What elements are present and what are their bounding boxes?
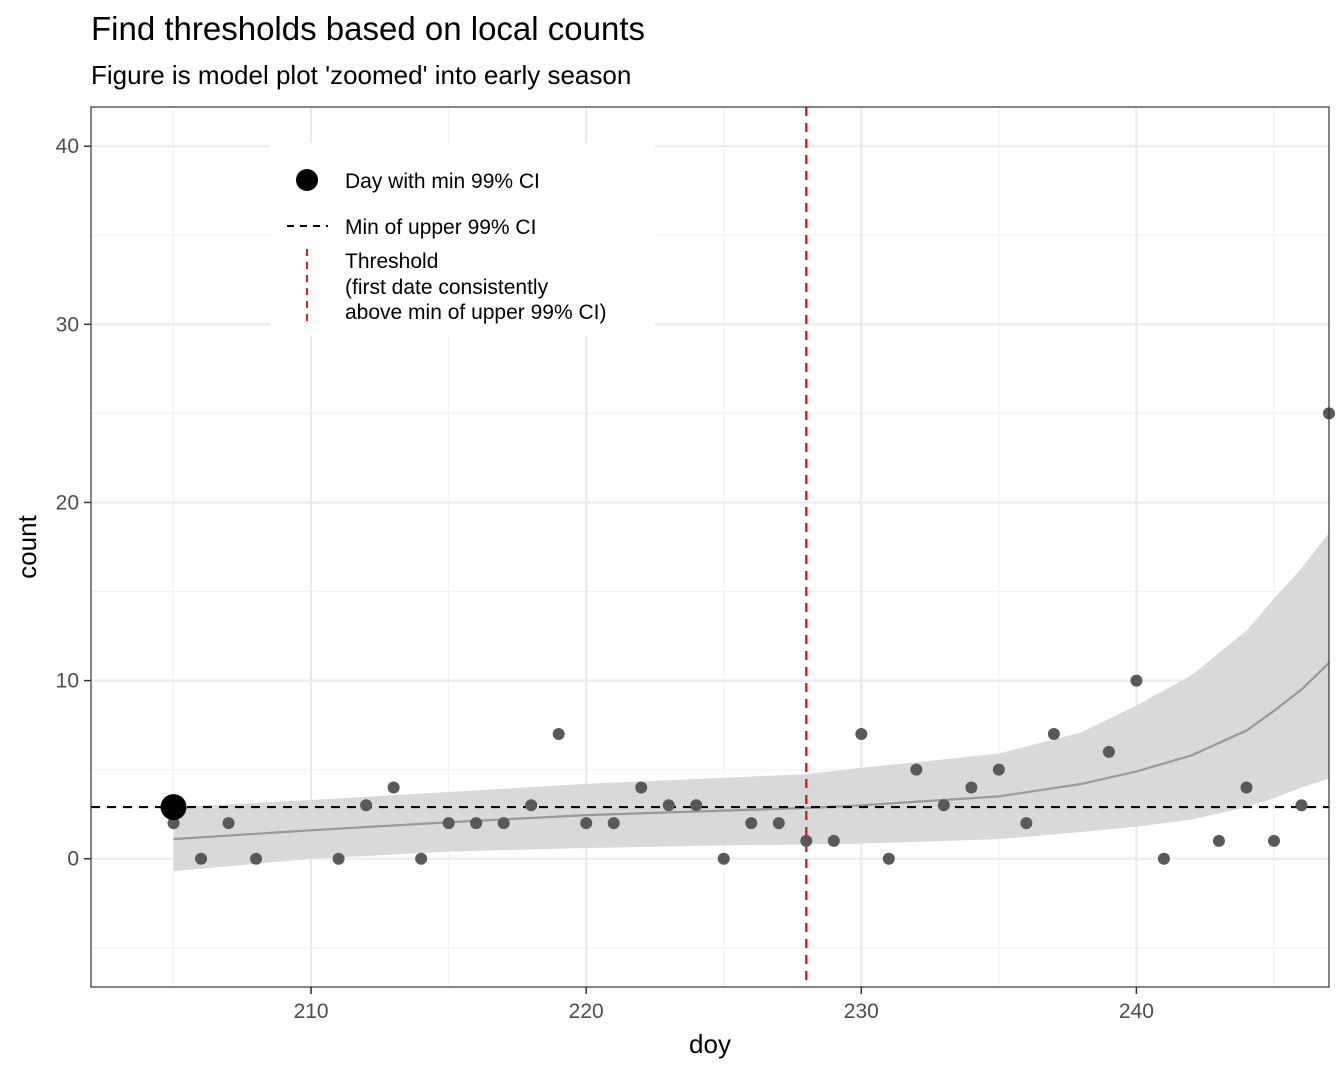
min-ci-day-point [160,794,187,821]
x-tick-label: 220 [569,1000,604,1023]
data-point [1267,834,1280,847]
data-point [525,799,538,812]
fit-line [173,662,1330,841]
y-tick-label: 10 [56,670,79,693]
legend-label-threshold-line-3: above min of upper 99% CI) [345,301,606,324]
data-point [772,817,785,830]
data-point [332,852,345,865]
data-point [387,781,400,794]
data-point [580,817,593,830]
axes: 210 220 230 240 0 10 20 30 40 [56,135,1154,1023]
data-point [745,817,758,830]
y-tick-label: 20 [56,491,79,514]
data-point [1102,745,1115,758]
data-point [855,728,868,741]
x-tick-label: 230 [844,1000,879,1023]
confidence-ribbon-group [173,532,1330,872]
chart-title: Find thresholds based on local counts [91,10,645,47]
data-point [497,817,510,830]
y-tick-label: 40 [56,135,79,158]
reference-lines [91,107,1329,987]
data-point [882,852,895,865]
data-point [965,781,978,794]
data-point [992,763,1005,776]
data-point [1047,728,1060,741]
data-point [1212,834,1225,847]
legend-label-min-upper-ci: Min of upper 99% CI [345,216,536,239]
data-points [160,407,1335,865]
data-point [1295,799,1308,812]
data-point [552,728,565,741]
legend-key-big-point [296,169,318,191]
legend-label-threshold-line-2: (first date consistently [345,276,549,299]
data-point [415,852,428,865]
data-point [717,852,730,865]
data-point [937,799,950,812]
data-point [910,763,923,776]
data-point [1130,674,1143,687]
data-point [607,817,620,830]
data-point [470,817,483,830]
y-tick-label: 30 [56,313,79,336]
panel-border [90,106,1330,988]
y-tick-label: 0 [67,848,79,871]
data-point [222,817,235,830]
data-point [167,817,180,830]
legend-background [270,143,655,336]
data-point [1020,817,1033,830]
x-tick-label: 240 [1119,1000,1154,1023]
data-point [250,852,263,865]
data-point [1240,781,1253,794]
data-point [360,799,373,812]
legend-label-min-ci-day: Day with min 99% CI [345,170,540,193]
data-point [662,799,675,812]
data-point [442,817,455,830]
data-point [635,781,648,794]
data-point [195,852,208,865]
data-point [1157,852,1170,865]
data-point [800,834,813,847]
y-axis-title: count [12,514,42,578]
data-point [690,799,703,812]
x-tick-label: 210 [294,1000,329,1023]
chart-subtitle: Figure is model plot 'zoomed' into early… [91,60,631,90]
legend: Day with min 99% CI Min of upper 99% CI … [270,143,655,336]
legend-label-threshold-line-1: Threshold [345,250,438,273]
confidence-ribbon [173,532,1330,872]
x-axis-title: doy [689,1029,731,1059]
data-point [827,834,840,847]
